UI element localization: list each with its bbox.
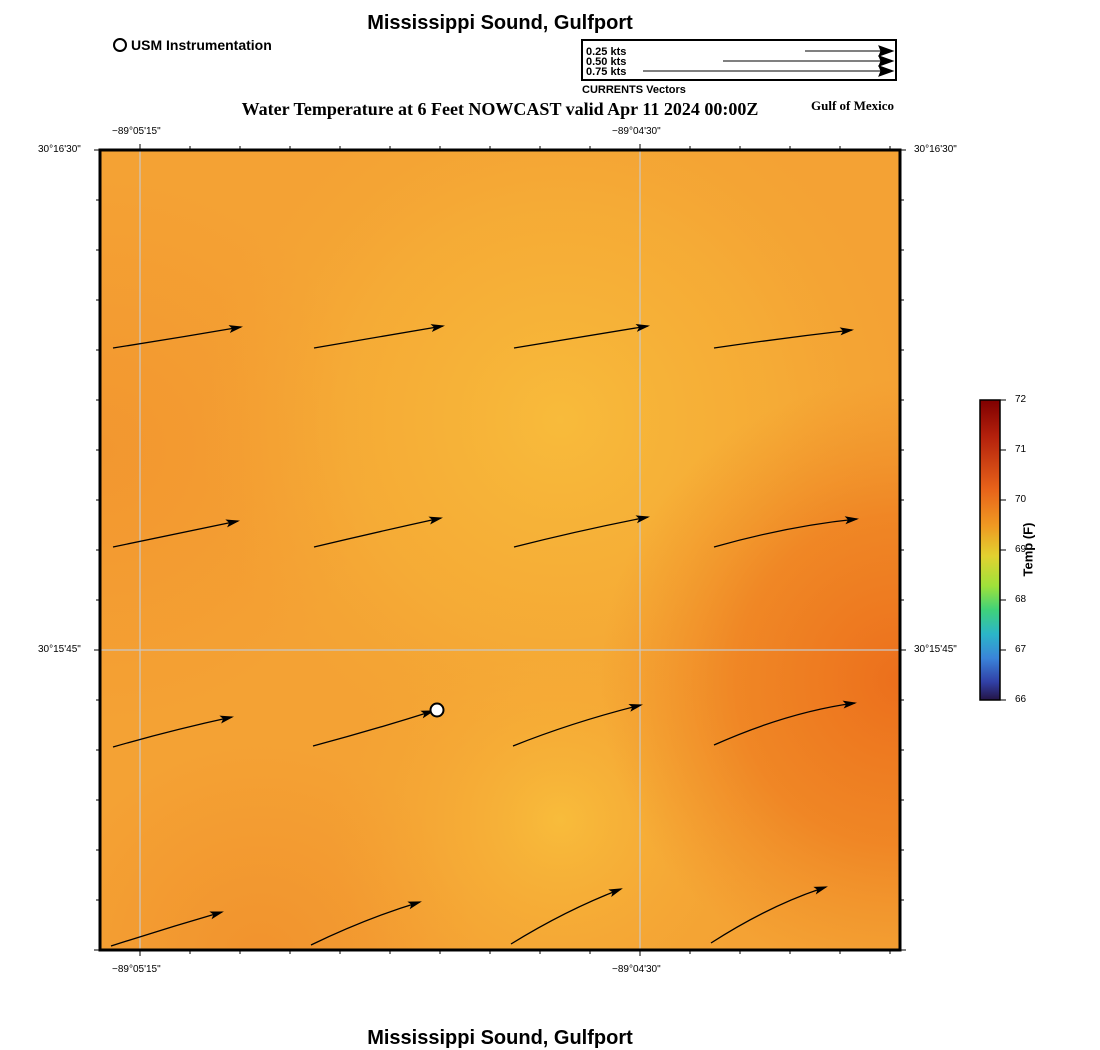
current-vector <box>710 886 828 944</box>
current-vector-legend: 0.25 kts 0.50 kts 0.75 kts <box>581 39 897 81</box>
region-label: Gulf of Mexico <box>811 98 895 113</box>
current-vector <box>513 323 650 349</box>
current-vector <box>112 325 243 349</box>
current-vector <box>310 901 422 946</box>
colorbar-tick-label: 70 <box>1015 494 1027 505</box>
vector-legend-entry: 0.50 kts <box>586 56 627 68</box>
usm-instrumentation-legend: USM Instrumentation <box>113 37 272 53</box>
colorbar-tick-label: 68 <box>1015 594 1027 605</box>
lon-tick-label-bottom: −89°05'15" <box>112 964 161 975</box>
lat-tick-label-left: 30°15'45" <box>38 644 81 655</box>
colorbar <box>979 399 1006 701</box>
current-vector <box>112 715 234 748</box>
current-vector <box>313 324 445 349</box>
current-vector <box>312 710 435 747</box>
current-vector <box>110 911 224 947</box>
colorbar-tick-label: 71 <box>1015 444 1027 455</box>
colorbar-tick-label: 67 <box>1015 644 1027 655</box>
colorbar-tick-label: 69 <box>1015 544 1027 555</box>
page-title: Mississippi Sound, Gulfport <box>367 12 633 34</box>
current-vector <box>713 516 859 548</box>
axis-ticks <box>94 144 906 956</box>
lat-tick-label-left: 30°16'30" <box>38 144 81 155</box>
colorbar-tick-label: 66 <box>1015 694 1027 705</box>
current-vectors <box>110 323 859 947</box>
current-vector <box>513 515 650 548</box>
lat-tick-label-right: 30°15'45" <box>914 644 957 655</box>
current-vector <box>512 704 643 747</box>
vector-legend-caption: CURRENTS Vectors <box>582 84 686 96</box>
current-vector <box>713 327 854 349</box>
station-marker-icon <box>113 38 127 52</box>
usm-legend-label: USM Instrumentation <box>131 37 272 53</box>
lat-tick-label-right: 30°16'30" <box>914 144 957 155</box>
vector-legend-entry: 0.25 kts <box>586 46 627 58</box>
colorbar-title: Temp (F) <box>1020 522 1036 577</box>
current-vector <box>313 516 443 548</box>
vector-legend-entry: 0.75 kts <box>586 66 627 78</box>
footer-title: Mississippi Sound, Gulfport <box>367 1027 633 1049</box>
map-title: Water Temperature at 6 Feet NOWCAST vali… <box>241 99 759 119</box>
usm-station-marker <box>429 702 445 718</box>
lon-tick-label-top: −89°04'30" <box>612 126 661 137</box>
graticule <box>100 150 900 950</box>
lon-tick-label-top: −89°05'15" <box>112 126 161 137</box>
vector-legend-arrows <box>643 45 895 77</box>
current-vector <box>112 519 240 548</box>
current-vector <box>510 888 623 945</box>
colorbar-tick-label: 72 <box>1015 394 1027 405</box>
current-vector <box>713 700 857 746</box>
lon-tick-label-bottom: −89°04'30" <box>612 964 661 975</box>
temperature-field <box>100 150 900 950</box>
